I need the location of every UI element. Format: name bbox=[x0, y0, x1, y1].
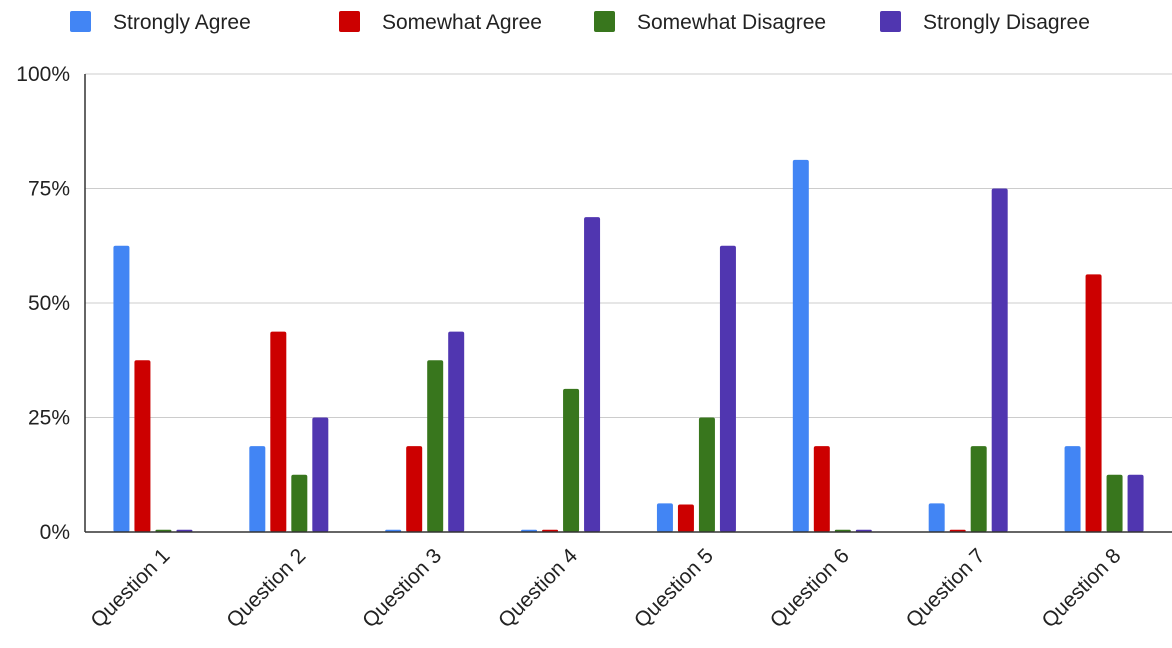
x-tick-label: Question 8 bbox=[1038, 544, 1126, 632]
bar bbox=[698, 417, 715, 532]
legend: Strongly Agree Somewhat Agree Somewhat Dis… bbox=[70, 11, 1090, 34]
bar bbox=[113, 245, 130, 532]
bar bbox=[406, 446, 423, 532]
legend-label: Somewhat Disagree bbox=[637, 11, 826, 34]
legend-swatch bbox=[880, 11, 901, 32]
y-tick-label: 25% bbox=[28, 407, 70, 430]
bar bbox=[677, 504, 694, 532]
bar bbox=[448, 331, 465, 532]
y-gridlines bbox=[85, 73, 1172, 418]
bar bbox=[792, 159, 809, 532]
legend-item: Strongly Disagree bbox=[880, 11, 1090, 34]
x-axis-tick-labels: Question 1 Question 2 Question 3 Question 4… bbox=[86, 544, 1125, 632]
legend-item: Somewhat Agree bbox=[339, 11, 542, 34]
bar bbox=[1106, 474, 1123, 532]
x-tick-label: Question 5 bbox=[630, 544, 718, 632]
x-tick-label: Question 1 bbox=[86, 544, 174, 632]
legend-item: Somewhat Disagree bbox=[594, 11, 826, 34]
legend-swatch bbox=[594, 11, 615, 32]
bar bbox=[427, 360, 444, 532]
bars bbox=[113, 159, 1144, 532]
legend-swatch bbox=[339, 11, 360, 32]
bar bbox=[1127, 474, 1144, 532]
bar bbox=[270, 331, 287, 532]
legend-item: Strongly Agree bbox=[70, 11, 251, 34]
bar bbox=[928, 503, 945, 532]
bar bbox=[970, 446, 987, 532]
bar bbox=[991, 188, 1008, 532]
y-tick-label: 100% bbox=[16, 63, 70, 86]
bar bbox=[249, 446, 266, 532]
bar bbox=[1064, 446, 1081, 532]
legend-label: Strongly Agree bbox=[113, 11, 251, 34]
legend-swatch bbox=[70, 11, 91, 32]
legend-label: Somewhat Agree bbox=[382, 11, 542, 34]
bar bbox=[719, 245, 736, 532]
bar bbox=[134, 360, 151, 532]
y-tick-label: 50% bbox=[28, 292, 70, 315]
y-tick-label: 75% bbox=[28, 178, 70, 201]
bar bbox=[291, 474, 308, 532]
x-tick-label: Question 7 bbox=[902, 544, 990, 632]
bar bbox=[813, 446, 830, 532]
bar bbox=[656, 503, 673, 532]
x-tick-label: Question 3 bbox=[358, 544, 446, 632]
x-tick-label: Question 4 bbox=[494, 544, 582, 632]
bar bbox=[563, 388, 580, 532]
bar bbox=[584, 217, 601, 532]
x-tick-label: Question 6 bbox=[766, 544, 854, 632]
bar bbox=[312, 417, 329, 532]
y-axis-tick-labels: 0% 25% 50% 75% 100% bbox=[16, 63, 70, 544]
legend-label: Strongly Disagree bbox=[923, 11, 1090, 34]
y-tick-label: 0% bbox=[40, 521, 70, 544]
x-tick-label: Question 2 bbox=[222, 544, 310, 632]
bar bbox=[1085, 274, 1102, 532]
